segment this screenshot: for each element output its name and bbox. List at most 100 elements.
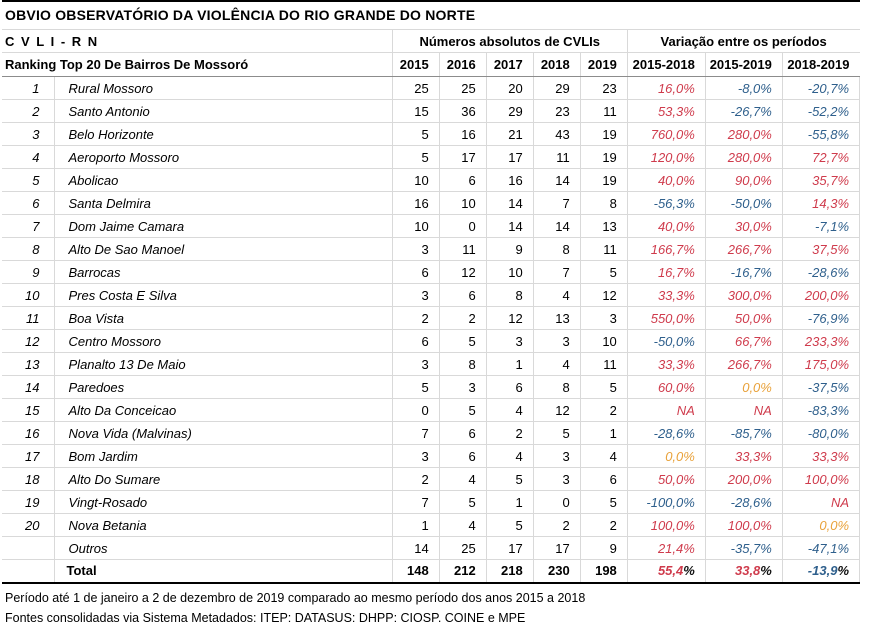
variation-cell: -80,0% xyxy=(781,421,861,445)
bairro-name-cell: Nova Betania xyxy=(53,513,393,537)
variation-cell: -50,0% xyxy=(626,329,706,353)
variation-cell: -100,0% xyxy=(626,490,706,514)
table-row: 12 Centro Mossoro 6 5 3 3 10 -50,0% 66,7% 233,3% xyxy=(2,329,861,353)
table-row: 11 Boa Vista 2 2 12 13 3 550,0% 50,0% -76,9% xyxy=(2,306,861,330)
bairro-name-cell: Dom Jaime Camara xyxy=(53,214,393,238)
rank-cell: 19 xyxy=(2,490,55,514)
value-cell: 1 xyxy=(579,421,628,445)
variation-cell: 550,0% xyxy=(626,306,706,330)
value-cell: 3 xyxy=(438,375,487,399)
value-cell: 6 xyxy=(579,467,628,491)
value-cell: 8 xyxy=(532,375,581,399)
rank-cell: 1 xyxy=(2,76,55,100)
variation-cell: -26,7% xyxy=(704,99,783,123)
table-row: 1 Rural Mossoro 25 25 20 29 23 16,0% -8,0% -20,7% xyxy=(2,76,861,100)
variation-cell: 100,0% xyxy=(626,513,706,537)
value-cell: 29 xyxy=(532,76,581,100)
variation-cell: 50,0% xyxy=(704,306,783,330)
table-row: 9 Barrocas 6 12 10 7 5 16,7% -16,7% -28,6% xyxy=(2,260,861,284)
bairro-name-cell: Pres Costa E Silva xyxy=(53,283,393,307)
bairro-name-cell: Boa Vista xyxy=(53,306,393,330)
rank-cell: 15 xyxy=(2,398,55,422)
variation-cell: 40,0% xyxy=(626,168,706,192)
value-cell: 8 xyxy=(579,191,628,215)
value-cell: 10 xyxy=(391,168,440,192)
table-row: 20 Nova Betania 1 4 5 2 2 100,0% 100,0% 0,0% xyxy=(2,513,861,537)
variation-cell: -28,6% xyxy=(781,260,861,284)
variation-cell: 33,3% xyxy=(781,444,861,468)
year-column-header: 2017 xyxy=(485,52,534,77)
variation-cell: 300,0% xyxy=(704,283,783,307)
value-cell: 0 xyxy=(438,214,487,238)
value-cell: 1 xyxy=(485,352,534,376)
value-cell: 8 xyxy=(485,283,534,307)
variation-cell: 66,7% xyxy=(704,329,783,353)
page-title: OBVIO OBSERVATÓRIO DA VIOLÊNCIA DO RIO G… xyxy=(2,0,860,30)
variation-cell: 60,0% xyxy=(626,375,706,399)
value-cell: 11 xyxy=(579,99,628,123)
value-cell: 4 xyxy=(438,513,487,537)
value-cell: 9 xyxy=(579,536,628,560)
rank-cell: 10 xyxy=(2,283,55,307)
value-cell: 198 xyxy=(579,559,628,584)
value-cell: 14 xyxy=(532,168,581,192)
value-cell: 5 xyxy=(485,467,534,491)
column-header-row: Ranking Top 20 De Bairros De Mossoró 201… xyxy=(2,52,860,77)
rank-cell: 8 xyxy=(2,237,55,261)
value-cell: 7 xyxy=(391,490,440,514)
total-label: Total xyxy=(53,559,393,584)
value-cell: 6 xyxy=(391,260,440,284)
rank-cell: 17 xyxy=(2,444,55,468)
variation-cell: -8,0% xyxy=(704,76,783,100)
value-cell: 3 xyxy=(579,306,628,330)
rank-cell: 12 xyxy=(2,329,55,353)
value-cell: 6 xyxy=(438,421,487,445)
rank-cell: 3 xyxy=(2,122,55,146)
variation-column-header: 2015-2018 xyxy=(626,52,706,77)
bairro-name-cell: Vingt-Rosado xyxy=(53,490,393,514)
bairro-name-cell: Alto De Sao Manoel xyxy=(53,237,393,261)
table-row: 2 Santo Antonio 15 36 29 23 11 53,3% -26,7% -52,2… xyxy=(2,99,861,123)
value-cell: 7 xyxy=(391,421,440,445)
value-cell: 3 xyxy=(532,329,581,353)
variation-cell: 33,3% xyxy=(704,444,783,468)
year-column-header: 2016 xyxy=(438,52,487,77)
rank-cell: 16 xyxy=(2,421,55,445)
value-cell: 0 xyxy=(391,398,440,422)
variation-cell: -13,9% xyxy=(781,559,861,584)
value-cell: 2 xyxy=(579,513,628,537)
variation-cell: 760,0% xyxy=(626,122,706,146)
variation-column-header: 2018-2019 xyxy=(781,52,860,77)
sources-note: Fontes consolidadas via Sistema Metadado… xyxy=(5,610,526,622)
value-cell: 230 xyxy=(532,559,581,584)
value-cell: 2 xyxy=(438,306,487,330)
value-cell: 16 xyxy=(438,122,487,146)
value-cell: 19 xyxy=(579,122,628,146)
variation-cell: -83,3% xyxy=(781,398,861,422)
value-cell: 11 xyxy=(579,237,628,261)
value-cell: 2 xyxy=(391,467,440,491)
value-cell: 5 xyxy=(579,375,628,399)
value-cell: 23 xyxy=(532,99,581,123)
value-cell: 23 xyxy=(579,76,628,100)
variation-cell: -7,1% xyxy=(781,214,861,238)
year-column-header: 2019 xyxy=(579,52,628,77)
value-cell: 5 xyxy=(532,421,581,445)
rank-cell: 6 xyxy=(2,191,55,215)
bairro-name-cell: Santa Delmira xyxy=(53,191,393,215)
value-cell: 10 xyxy=(438,191,487,215)
variation-cell: -16,7% xyxy=(704,260,783,284)
value-cell: 5 xyxy=(438,490,487,514)
value-cell: 12 xyxy=(579,283,628,307)
variation-cell: 100,0% xyxy=(781,467,861,491)
period-note: Período até 1 de janeiro a 2 de dezembro… xyxy=(5,590,586,605)
variation-cell: -20,7% xyxy=(781,76,861,100)
footer-notes: Período até 1 de janeiro a 2 de dezembro… xyxy=(2,584,881,622)
variation-cell: 200,0% xyxy=(704,467,783,491)
table-row: 7 Dom Jaime Camara 10 0 14 14 13 40,0% 30,0% -7,1… xyxy=(2,214,861,238)
variation-cell: -55,8% xyxy=(781,122,861,146)
table-row: 13 Planalto 13 De Maio 3 8 1 4 11 33,3% 266,7% 17… xyxy=(2,352,861,376)
variation-cell: 175,0% xyxy=(781,352,861,376)
value-cell: 3 xyxy=(391,444,440,468)
value-cell: 14 xyxy=(532,214,581,238)
